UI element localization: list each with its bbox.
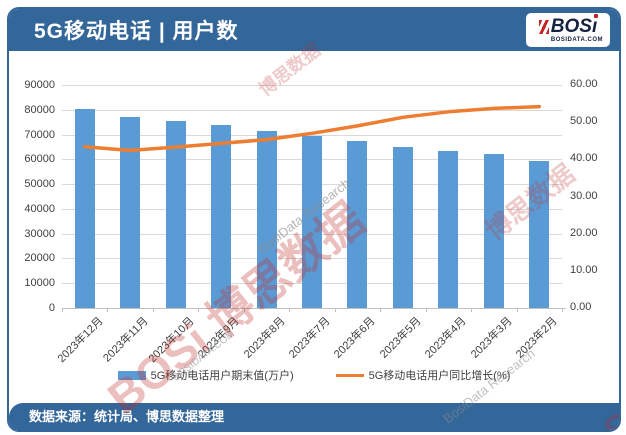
legend: 5G移动电话用户期末值(万户) 5G移动电话用户同比增长(%) [9,367,619,383]
bosi-logo-text: BOS ı [538,14,599,36]
x-axis-tickmark [471,308,473,312]
x-axis-label: 2023年2月 [514,315,560,361]
bar [211,125,232,308]
x-axis-label: 2023年7月 [286,315,333,361]
data-source-text: 数据来源：统计局、博思数据整理 [29,409,225,424]
x-axis-label: 2023年3月 [468,315,515,361]
left-axis-tick-label: 10000 [24,277,55,290]
x-axis-tickmark [243,308,245,312]
x-axis-label: 2023年9月 [196,315,242,361]
bar [438,150,459,308]
left-axis-tick-label: 80000 [24,103,55,116]
bar-series-label: 5G移动电话用户期末值(万户) [150,370,294,382]
x-axis-tickmark [516,308,518,312]
bar [256,131,277,308]
logo-domain-text: BOSIDATA.COM [550,37,603,43]
gridline [62,109,562,111]
x-axis-label: 2023年5月 [377,315,424,361]
x-axis-tickmark [562,308,563,312]
x-axis-line [62,308,566,309]
chart-region: 5G移动电话用户期末值(万户) 5G移动电话用户同比增长(%) BOSi 博思数… [9,40,619,430]
right-axis-tick-label: 20.00 [570,226,598,239]
x-axis-label: 2023年6月 [332,315,379,361]
bar-series-swatch [117,370,146,380]
bar [302,135,322,308]
legend-item-bar-series: 5G移动电话用户期末值(万户) [117,367,294,383]
header-bar: 5G移动电话 | 用户数 BOS ı BOSIDATA.COM [9,9,619,51]
x-axis-tickmark [198,308,200,312]
right-axis-tick-label: 0.00 [570,301,592,313]
logo-stripes-icon [538,19,549,34]
x-axis-label: 2023年8月 [241,315,288,361]
left-axis-tick-label: 20000 [24,252,55,265]
left-axis-tick-label: 50000 [24,178,55,191]
right-axis-tick-label: 10.00 [570,263,598,276]
x-axis-label: 2023年10月 [146,315,197,366]
left-axis-tick-label: 30000 [24,227,55,240]
chart-card: 5G移动电话 | 用户数 BOS ı BOSIDATA.COM 5G移动电话用户期… [7,7,621,432]
left-axis-tick-label: 0 [48,302,55,314]
bar [347,140,368,308]
gridline [62,85,562,86]
left-axis-tick-label: 40000 [24,202,55,215]
line-series-swatch [335,373,364,377]
x-axis-tickmark [152,308,154,312]
bar [483,154,504,308]
right-axis-tick-label: 60.00 [570,78,598,90]
x-axis-label: 2023年12月 [55,315,106,366]
x-axis-tickmark [62,308,63,312]
bar [529,161,550,308]
footer-bar: 数据来源：统计局、博思数据整理 [9,403,619,430]
x-axis-tickmark [380,308,382,312]
x-axis-tickmark [425,308,427,312]
left-axis-tick-label: 90000 [24,79,55,91]
x-axis-tickmark [334,308,336,312]
right-axis-tick-label: 30.00 [570,189,598,202]
page-title: 5G移动电话 | 用户数 [34,20,239,43]
bosi-logo: BOS ı BOSIDATA.COM [526,13,610,47]
left-axis-tick-label: 70000 [24,128,55,141]
left-axis-tick-label: 60000 [24,153,55,166]
line-series-label: 5G移动电话用户同比增长(%) [368,370,511,382]
plot-area [62,85,562,308]
x-axis-label: 2023年4月 [423,315,469,361]
right-axis-tick-label: 50.00 [570,115,598,128]
x-axis-tickmark [107,308,109,312]
x-axis-label: 2023年11月 [101,315,151,365]
x-axis-tickmark [289,308,291,312]
bar [392,146,413,308]
right-axis-tick-label: 40.00 [570,152,598,165]
bar [120,116,141,308]
bar [165,121,186,308]
line-series [82,104,542,153]
bar [74,108,95,308]
legend-item-line-series: 5G移动电话用户同比增长(%) [335,367,511,383]
